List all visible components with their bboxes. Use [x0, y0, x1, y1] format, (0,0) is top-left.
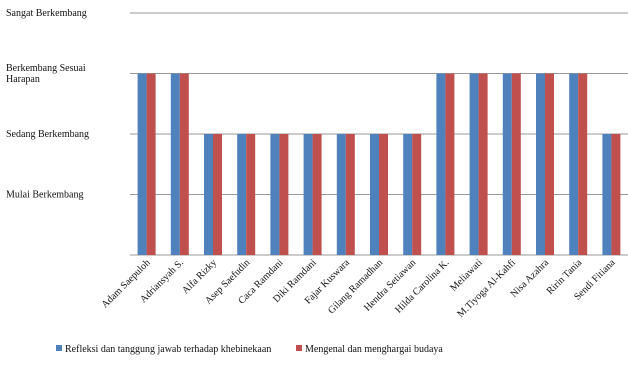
bar-series2-diki-ramdani — [312, 134, 322, 255]
bar-series1-asep-saefudin — [237, 134, 247, 255]
y-tick-label: Sangat Berkembang — [6, 8, 87, 19]
bar-series2-adriansyah-s- — [179, 73, 189, 255]
bar-series1-hilda-carolina-k- — [436, 73, 446, 255]
legend-swatch-2 — [296, 345, 302, 351]
bar-series1-nisa-azahra — [536, 73, 545, 255]
bar-series1-adam-saepuloh — [137, 73, 147, 255]
bar-series1-caca-ramdani — [270, 134, 280, 255]
y-tick-label: Berkembang Sesuai Harapan — [6, 63, 86, 85]
bar-series2-alfa-rizky — [213, 134, 222, 255]
bar-series2-gilang-ramadhan — [379, 134, 388, 255]
legend-label-1: Refleksi dan tanggung jawab terhadap khe… — [65, 344, 271, 355]
y-tick-label: Sedang Berkembang — [6, 129, 89, 140]
bar-series2-caca-ramdani — [279, 134, 289, 255]
bar-series2-hilda-carolina-k- — [445, 73, 455, 255]
bar-series1-meliawati — [469, 73, 479, 255]
y-tick-label: Mulai Berkembang — [6, 190, 83, 201]
bar-series2-ririn-tania — [578, 73, 588, 255]
bar-series2-hendra-setiawan — [412, 134, 422, 255]
legend-swatch-1 — [56, 345, 62, 351]
bar-series1-hendra-setiawan — [403, 134, 413, 255]
bar-series2-nisa-azahra — [545, 73, 554, 255]
bar-series2-fajar-kuswara — [345, 134, 355, 255]
legend-label-2: Mengenal dan menghargai budaya — [305, 344, 443, 355]
bar-series2-meliawati — [478, 73, 488, 255]
bar-series1-sendi-fitiana — [602, 134, 612, 255]
x-tick-label: M.Tiyoga Al-Kahfi — [455, 257, 518, 320]
bar-series1-fajar-kuswara — [336, 134, 346, 255]
bar-series1-ririn-tania — [569, 73, 579, 255]
bar-series1-diki-ramdani — [303, 134, 313, 255]
bar-series1-gilang-ramadhan — [370, 134, 379, 255]
bar-series1-m-tiyoga-al-kahfi — [502, 73, 512, 255]
bar-series2-sendi-fitiana — [611, 134, 621, 255]
bar-series2-adam-saepuloh — [146, 73, 156, 255]
bar-series2-asep-saefudin — [246, 134, 256, 255]
bar-series1-alfa-rizky — [204, 134, 213, 255]
bar-series1-adriansyah-s- — [170, 73, 180, 255]
bar-series2-m-tiyoga-al-kahfi — [511, 73, 521, 255]
